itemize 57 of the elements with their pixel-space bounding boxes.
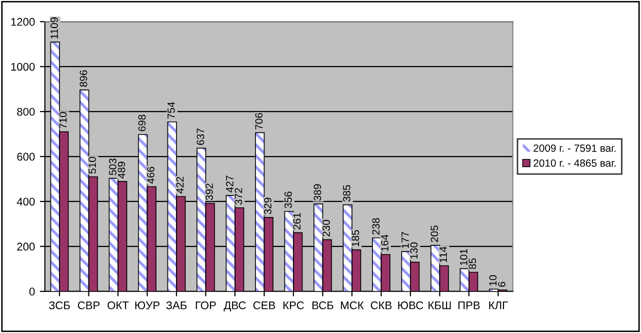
data-label: 230 <box>322 220 330 236</box>
data-label: 698 <box>138 114 146 132</box>
data-label: 466 <box>147 166 154 184</box>
data-label: 389 <box>314 184 322 201</box>
x-tick-label: МСК <box>340 301 364 310</box>
data-label: 205 <box>430 226 438 242</box>
data-label: 238 <box>372 218 380 235</box>
data-label: 385 <box>342 185 350 202</box>
data-label: 1109 <box>50 17 58 39</box>
data-label: 422 <box>176 176 184 194</box>
data-label: 85 <box>468 258 476 270</box>
legend-label: 2010 г. - 4865 ваг. <box>534 159 616 167</box>
data-label: 489 <box>118 162 126 178</box>
y-tick-label: 200 <box>17 242 35 251</box>
data-label: 706 <box>255 112 263 130</box>
y-tick-label: 0 <box>29 288 35 296</box>
data-label: 130 <box>410 242 418 259</box>
x-tick-label: ГОР <box>196 301 216 310</box>
data-label: 427 <box>226 176 234 192</box>
data-label: 185 <box>352 230 360 246</box>
data-label: 503 <box>109 158 116 176</box>
data-label: 754 <box>168 102 175 119</box>
data-label: 329 <box>264 198 272 214</box>
data-label: 114 <box>440 246 447 262</box>
x-tick-label: ПРВ <box>458 302 480 310</box>
x-tick-label: КБШ <box>428 302 451 310</box>
data-label: 710 <box>59 112 67 128</box>
data-label: 177 <box>402 232 409 248</box>
data-label: 392 <box>206 184 213 200</box>
data-label: 6 <box>498 282 506 287</box>
data-label: 372 <box>234 188 242 205</box>
x-tick-label: СЕВ <box>253 301 276 310</box>
data-label: 510 <box>88 156 96 174</box>
data-label: 637 <box>196 128 204 145</box>
legend-label: 2009 г. - 7591 ваг. <box>534 144 616 152</box>
y-tick-label: 600 <box>17 152 35 161</box>
data-label: 261 <box>293 213 301 230</box>
x-tick-label: ОКТ <box>108 301 129 310</box>
x-tick-label: СВР <box>78 301 100 310</box>
x-tick-label: ЮУР <box>135 301 160 310</box>
data-label: 101 <box>460 249 468 266</box>
y-tick-label: 800 <box>17 108 35 116</box>
y-tick-label: 400 <box>16 198 35 206</box>
x-tick-label: ЗСБ <box>48 301 70 310</box>
y-tick-label: 1000 <box>11 62 35 71</box>
x-tick-label: КЛГ <box>489 302 508 310</box>
x-tick-label: ЗАБ <box>166 301 187 310</box>
data-label: 10 <box>489 275 497 286</box>
x-tick-label: КРС <box>283 301 304 310</box>
data-label: 896 <box>80 70 88 87</box>
x-tick-label: СКВ <box>370 301 392 310</box>
x-tick-label: ВСБ <box>312 301 334 310</box>
x-tick-label: ЮВС <box>398 301 424 310</box>
data-label: 164 <box>381 234 388 251</box>
y-tick-label: 1200 <box>11 18 35 26</box>
data-label: 356 <box>284 192 292 208</box>
x-tick-label: ДВС <box>224 301 246 312</box>
